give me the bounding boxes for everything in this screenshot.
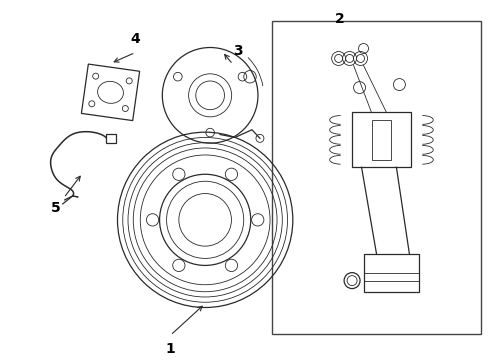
- Text: 5: 5: [51, 201, 61, 215]
- Bar: [272, 21, 481, 334]
- Text: 2: 2: [335, 12, 344, 26]
- Text: 1: 1: [166, 342, 175, 356]
- Text: 3: 3: [233, 44, 243, 58]
- Bar: [371, 120, 392, 160]
- Text: 4: 4: [130, 32, 140, 46]
- Ellipse shape: [98, 81, 123, 103]
- Bar: [81, 64, 140, 121]
- Bar: [352, 112, 412, 167]
- Bar: [364, 254, 419, 292]
- Bar: [105, 134, 116, 143]
